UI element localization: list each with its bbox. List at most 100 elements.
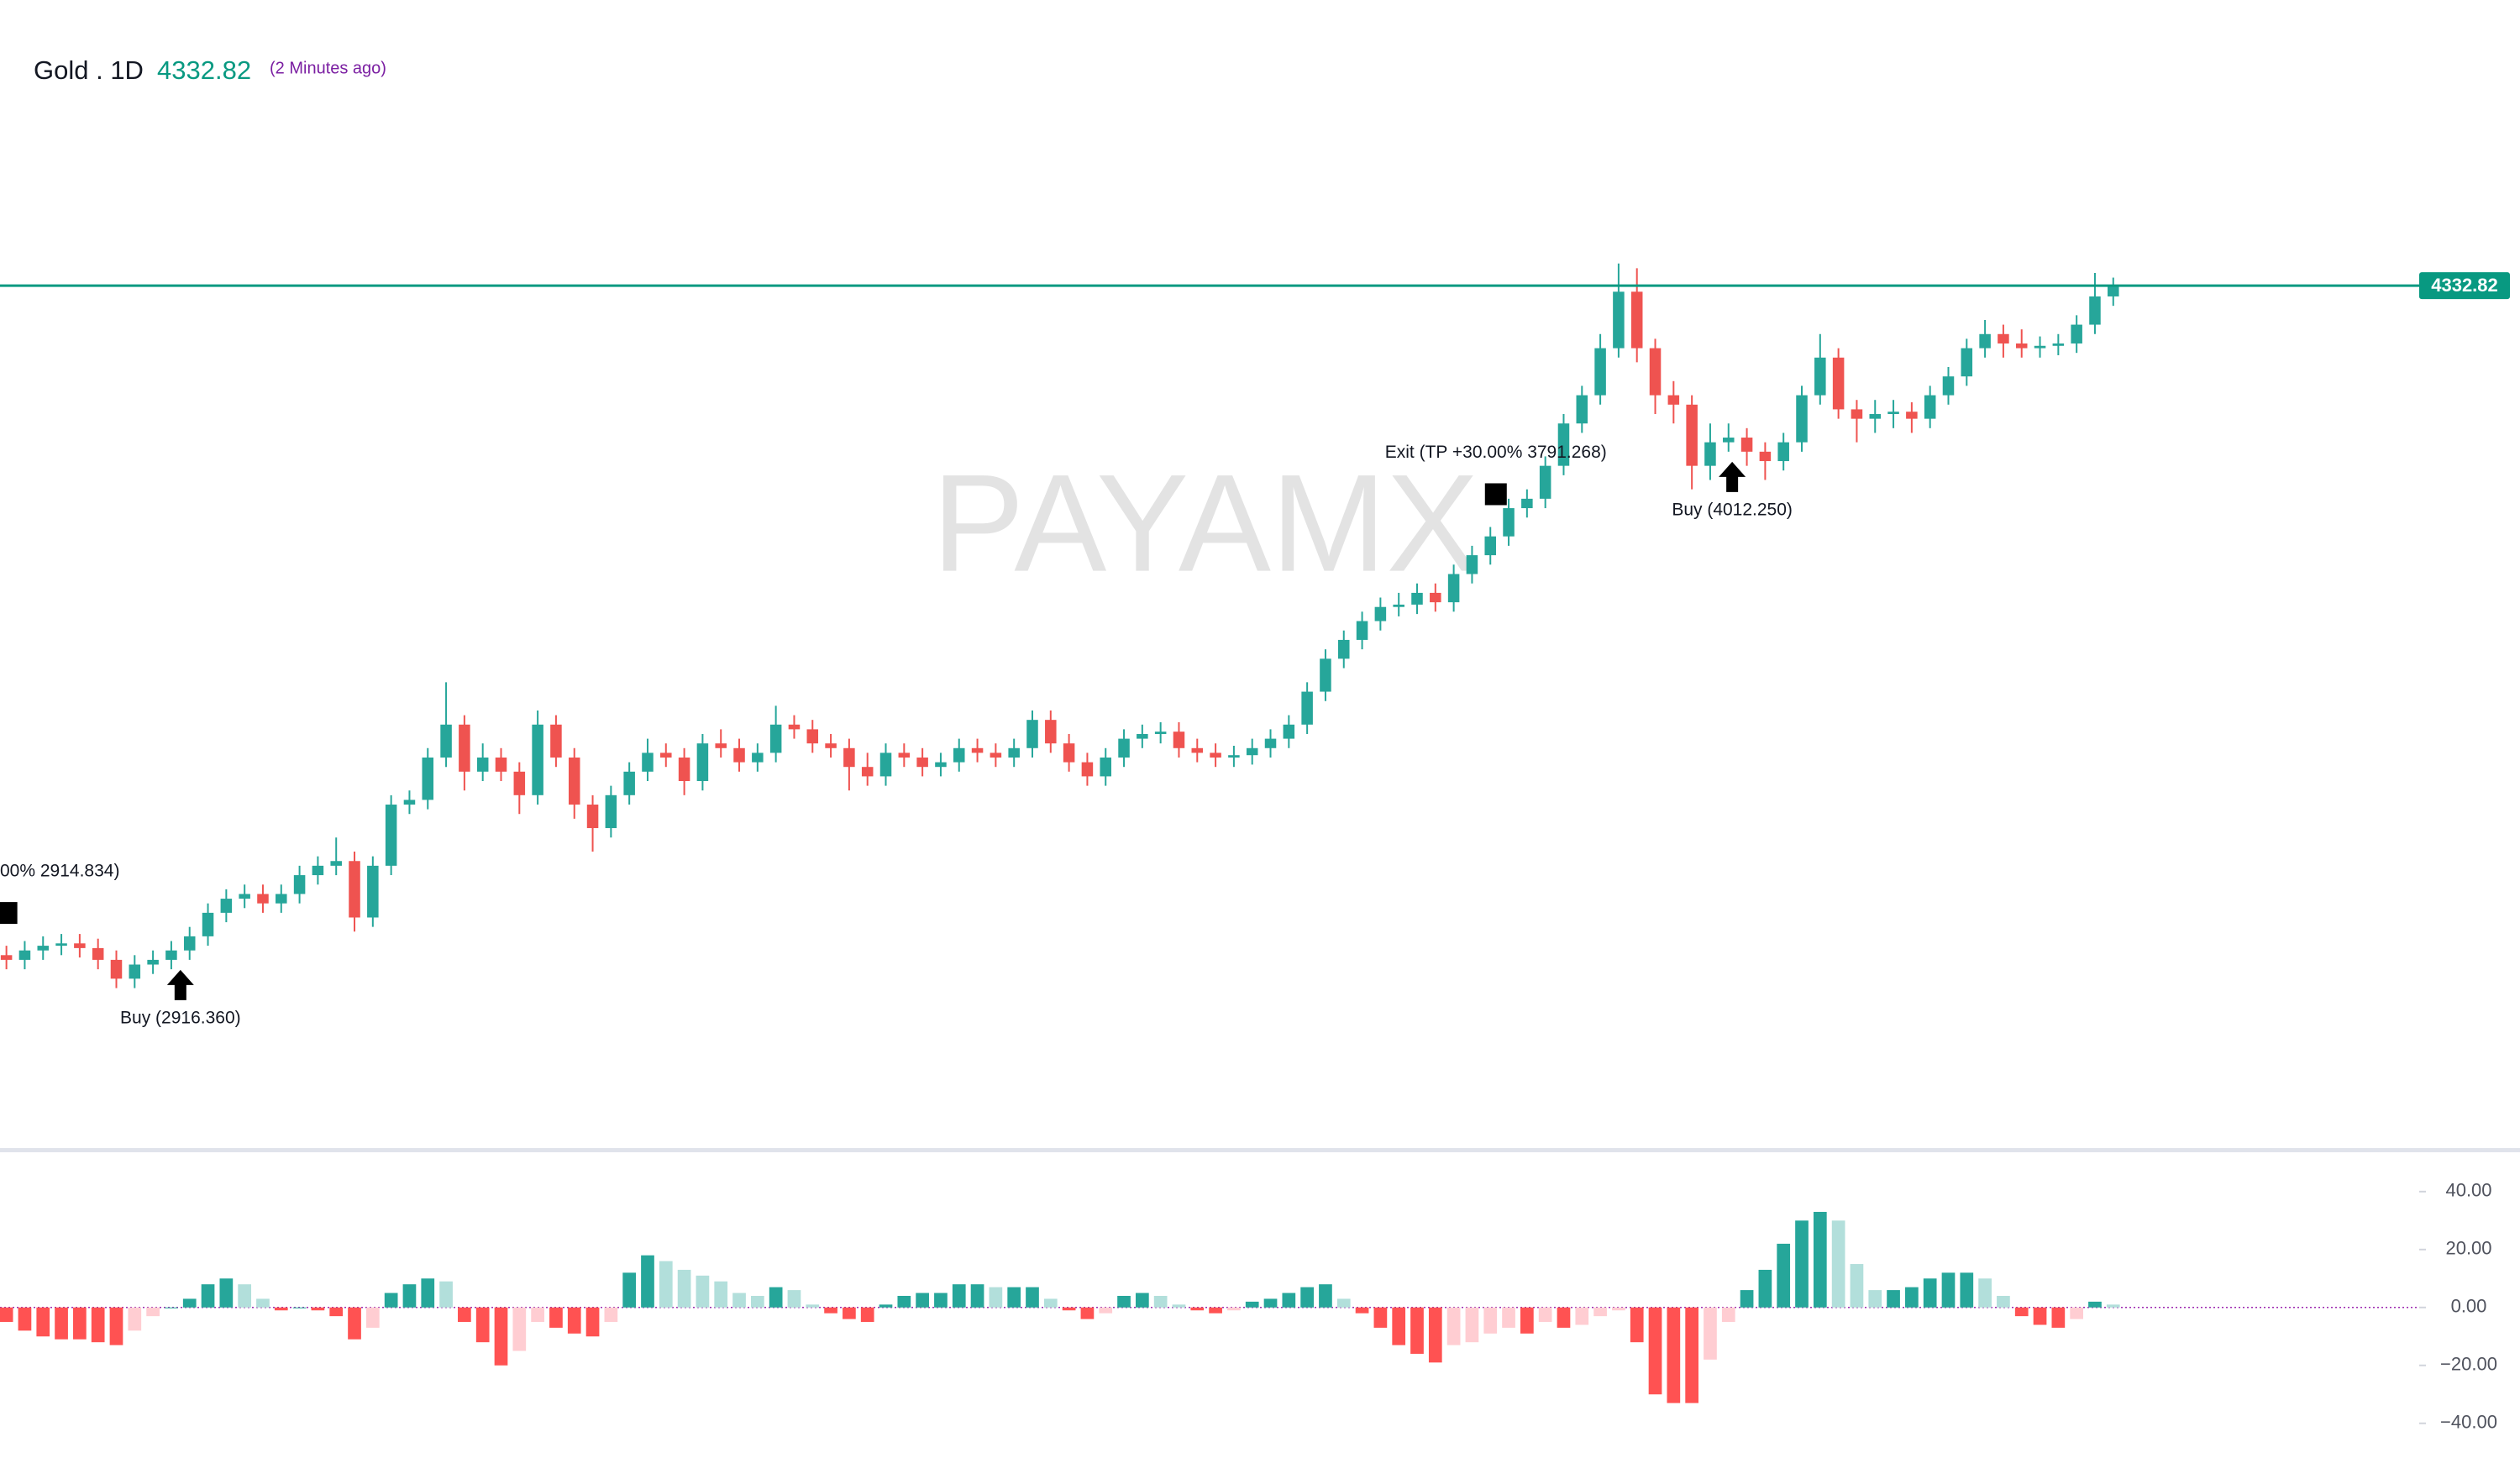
histogram-bar <box>219 1278 234 1308</box>
candle-body <box>769 724 782 753</box>
histogram-bar <box>585 1307 600 1337</box>
candle-body <box>403 800 416 805</box>
histogram-bar <box>146 1307 160 1317</box>
candle-body <box>1521 498 1533 509</box>
histogram-bar <box>2051 1307 2066 1328</box>
candle-body <box>37 946 50 951</box>
candle-body <box>1887 412 1899 415</box>
histogram-bar <box>1099 1307 1113 1314</box>
candle-body <box>532 724 543 795</box>
candle-body <box>422 757 434 800</box>
histogram-bar <box>1117 1296 1131 1308</box>
candle-body <box>1063 743 1075 763</box>
histogram-bar <box>1282 1293 1296 1308</box>
candle-body <box>696 743 709 782</box>
candle-body <box>1630 291 1643 349</box>
watermark: PAYAMX <box>932 446 1479 600</box>
histogram-bar <box>1997 1296 2010 1308</box>
histogram-bar <box>1941 1272 1956 1308</box>
histogram-bar <box>549 1307 563 1328</box>
histogram-bar <box>2088 1301 2102 1308</box>
candle-body <box>2089 296 2101 325</box>
last-price-label: 4332.82 <box>2431 275 2498 296</box>
histogram-bar <box>604 1307 618 1323</box>
histogram-bar <box>1153 1296 1168 1308</box>
candle-body <box>788 724 801 730</box>
candle-body <box>1447 574 1460 603</box>
histogram-bar <box>201 1284 215 1308</box>
histogram-bar <box>91 1307 105 1343</box>
histogram-bar <box>2014 1307 2029 1317</box>
candle-body <box>1154 732 1167 734</box>
candle-body <box>1173 732 1185 748</box>
candle-body <box>1667 395 1680 405</box>
histogram-bar <box>1355 1307 1369 1314</box>
candle-body <box>1503 508 1515 537</box>
histogram-bar <box>1263 1298 1278 1308</box>
candle-body <box>349 861 360 918</box>
histogram-bar <box>238 1284 252 1308</box>
histogram-bar <box>1062 1307 1076 1311</box>
candle-body <box>660 752 672 758</box>
histogram-bar <box>934 1293 948 1308</box>
candle-body <box>1851 409 1863 419</box>
candle-body <box>1320 658 1331 692</box>
candle-body <box>1100 757 1111 777</box>
histogram-bar <box>1373 1307 1388 1328</box>
annotation-label: Exit (TP +30.00% 3791.268) <box>1385 443 1607 462</box>
annotation-label: Buy (2916.360) <box>120 1008 241 1027</box>
histogram-bar <box>1704 1307 1717 1360</box>
histogram-bar <box>2070 1307 2084 1319</box>
candle-body <box>1118 738 1130 758</box>
candle-body <box>2015 343 2028 349</box>
histogram-bar <box>311 1307 325 1311</box>
histogram-bar <box>732 1293 746 1308</box>
histogram-bar <box>1520 1307 1534 1334</box>
histogram-bar <box>916 1293 929 1308</box>
candle-body <box>1191 747 1204 753</box>
candle-body <box>843 747 855 768</box>
candle-body <box>898 752 911 758</box>
exit-marker <box>1484 483 1507 506</box>
candle-body <box>147 959 159 965</box>
histogram-bar <box>787 1290 801 1308</box>
histogram-bar <box>1648 1307 1662 1395</box>
candle-body <box>1393 604 1404 607</box>
candle-body <box>586 805 599 829</box>
candle-body <box>642 752 654 772</box>
histogram-bar <box>897 1296 911 1308</box>
y-tick-label: 20.00 <box>2445 1238 2491 1259</box>
histogram-bar <box>714 1281 728 1308</box>
histogram-bar <box>952 1284 966 1308</box>
candle-body <box>0 955 13 960</box>
candle-body <box>678 757 690 782</box>
buy-marker <box>1719 461 1746 492</box>
candle-body <box>239 894 250 899</box>
candle-body <box>971 747 984 753</box>
candle-body <box>990 752 1002 758</box>
histogram-bar <box>55 1307 68 1340</box>
candle-body <box>1228 755 1240 758</box>
candle-body <box>1374 606 1387 621</box>
histogram-bar <box>1813 1211 1827 1308</box>
annotation-label: 00% 2914.834) <box>0 862 119 881</box>
candle-body <box>183 936 196 951</box>
candle-body <box>165 950 177 960</box>
histogram-bar <box>1777 1243 1791 1308</box>
histogram-bar <box>1446 1307 1461 1345</box>
histogram-bar <box>1831 1220 1845 1308</box>
candle-body <box>1832 357 1845 410</box>
candle-body <box>715 743 727 748</box>
candle-body <box>2052 343 2065 346</box>
candle-body <box>1081 762 1094 777</box>
candle-body <box>476 757 489 772</box>
header-price: 4332.82 <box>157 55 251 85</box>
candle-body <box>1998 333 2009 343</box>
histogram-bar <box>1465 1307 1479 1343</box>
candle-body <box>1484 536 1496 556</box>
histogram-bar <box>1978 1278 1992 1308</box>
histogram-bar <box>1685 1307 1698 1403</box>
histogram-bar <box>494 1307 508 1366</box>
histogram-bar <box>1502 1307 1515 1328</box>
candle-body <box>1246 747 1258 756</box>
